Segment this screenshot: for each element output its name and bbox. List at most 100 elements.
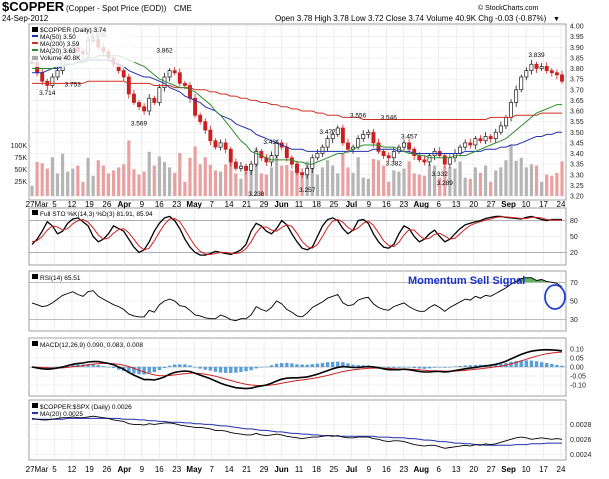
date-tick-label: 9: [140, 465, 145, 474]
macd-histogram-bar: [529, 360, 534, 367]
volume-bar: [193, 146, 197, 196]
volume-bar: [173, 172, 177, 196]
volume-bar: [188, 157, 192, 196]
volume-bar: [147, 151, 151, 196]
candle-body: [340, 127, 345, 144]
macd-histogram-bar: [244, 367, 248, 372]
date-tick-label: May: [186, 465, 202, 474]
price-axis-tick: 3.50: [570, 130, 584, 137]
symbol-description: (Copper - Spot Price (EOD)): [66, 4, 167, 13]
candle-body: [254, 151, 259, 165]
volume-bar: [213, 170, 218, 196]
candle-body: [519, 76, 524, 91]
date-tick-label: 16: [382, 200, 391, 209]
rsi-axis-tick: 70: [570, 280, 578, 287]
candle-body: [157, 87, 162, 103]
macd-histogram-bar: [285, 362, 289, 367]
volume-bar: [427, 164, 432, 196]
candle-body: [213, 140, 218, 148]
legend-ma200: MA(200) 3.59: [40, 41, 80, 48]
candle-body: [524, 70, 529, 78]
candle-body: [223, 142, 228, 150]
date-tick-label: 19: [85, 200, 94, 209]
price-annotation: 3.332: [432, 171, 449, 178]
macd-histogram-bar: [539, 362, 544, 367]
date-tick-label: 24: [557, 465, 566, 474]
macd-histogram-bar: [55, 366, 60, 368]
date-tick-label: 23: [399, 465, 408, 474]
macd-histogram-bar: [203, 367, 207, 370]
volume-bar: [264, 174, 269, 196]
sto-legend-text: Full STO %K(14,3) %D(3) 81.91, 85.94: [40, 211, 153, 218]
date-tick-label: 29: [260, 200, 269, 209]
candle-body: [493, 131, 498, 139]
legend-swatch-price: [32, 27, 38, 32]
price-annotation: 3.238: [248, 191, 265, 198]
volume-bar: [392, 170, 396, 196]
candle-body: [172, 70, 177, 74]
volume-bar: [432, 165, 437, 196]
candle-body: [376, 142, 381, 152]
date-tick-label: 14: [225, 200, 234, 209]
date-tick-label: 20: [469, 465, 478, 474]
volume-bar: [382, 165, 386, 196]
macd-histogram-bar: [111, 367, 116, 369]
macd-histogram-bar: [106, 367, 111, 368]
candle-body: [412, 148, 417, 156]
macd-histogram-bar: [315, 363, 320, 367]
candle-body: [198, 114, 203, 122]
macd-histogram-bar: [336, 361, 340, 367]
candle-body: [483, 136, 488, 142]
price-axis-tick: 3.65: [570, 98, 584, 105]
volume-bar: [438, 177, 442, 196]
legend-ma20: MA(20) 3.63: [40, 48, 76, 55]
macd-histogram-bar: [198, 367, 202, 369]
volume-bar: [397, 171, 401, 196]
volume-bar: [269, 167, 274, 196]
macd-histogram-bar: [463, 365, 467, 367]
volume-bar: [45, 168, 49, 196]
date-tick-label: 9: [367, 200, 372, 209]
date-tick-label: Aug: [413, 465, 429, 474]
macd-histogram-bar: [147, 367, 151, 373]
macd-histogram-bar: [494, 364, 498, 367]
price-axis-tick: 3.70: [570, 87, 584, 94]
date-tick-label: 23: [172, 200, 181, 209]
ratio-legend-text: $COPPER:$SPX (Daily) 0.0026: [40, 404, 132, 411]
candle-body: [244, 165, 248, 171]
ratio-axis-tick: 0.0026: [570, 437, 592, 444]
volume-bar: [346, 167, 350, 196]
rsi-axis-tick: 50: [570, 299, 578, 306]
macd-histogram-bar: [142, 367, 146, 375]
candle-body: [228, 148, 233, 163]
volume-axis-tick: 25K: [15, 179, 28, 186]
volume-bar: [361, 177, 365, 196]
volume-bar: [132, 169, 136, 196]
volume-bar: [519, 157, 523, 196]
candle-body: [402, 142, 406, 148]
macd-histogram-bar: [229, 367, 233, 373]
symbol-title: $COPPER: [2, 0, 65, 14]
volume-bar: [356, 157, 360, 196]
candle-body: [147, 97, 152, 112]
candle-body: [325, 138, 330, 148]
macd-histogram-bar: [397, 367, 401, 368]
macd-histogram-bar: [387, 367, 391, 369]
volume-bar: [478, 172, 483, 196]
date-label: 24-Sep-2012: [2, 14, 49, 23]
macd-histogram-bar: [524, 360, 529, 367]
volume-bar: [483, 165, 488, 196]
macd-histogram-bar: [290, 363, 294, 367]
volume-bar: [325, 160, 330, 196]
macd-histogram-bar: [310, 364, 314, 367]
macd-histogram-bar: [188, 365, 192, 367]
ratio-axis-tick: 0.0024: [570, 452, 592, 459]
macd-line: [31, 348, 563, 390]
macd-histogram-bar: [259, 367, 264, 368]
candle-body: [289, 157, 294, 165]
rsi-legend: RSI(14) 65.51: [32, 274, 81, 282]
price-axis-tick: 3.60: [570, 109, 584, 116]
volume-bar: [422, 175, 427, 196]
candle-body: [427, 155, 432, 163]
macd-histogram-bar: [101, 366, 106, 367]
